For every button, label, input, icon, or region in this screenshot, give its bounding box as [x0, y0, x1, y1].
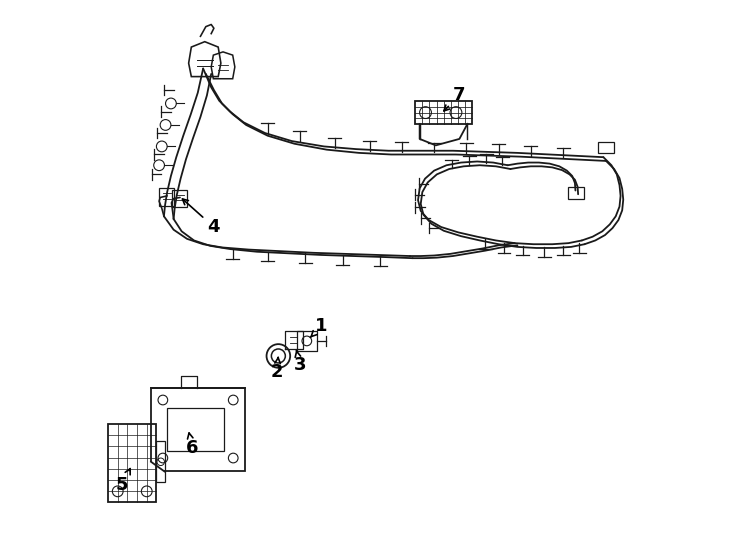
- Bar: [159, 188, 174, 206]
- Bar: [172, 190, 187, 207]
- Bar: [415, 102, 472, 124]
- Bar: [156, 441, 165, 482]
- Text: 3: 3: [294, 350, 306, 374]
- Text: 2: 2: [271, 357, 283, 381]
- Text: 5: 5: [116, 469, 130, 494]
- Text: 1: 1: [310, 318, 327, 338]
- Text: 6: 6: [186, 433, 199, 457]
- Text: 4: 4: [183, 199, 220, 236]
- Text: 7: 7: [444, 86, 465, 111]
- Bar: [598, 141, 614, 153]
- Bar: [167, 408, 224, 451]
- Bar: [108, 424, 156, 502]
- Bar: [568, 187, 584, 199]
